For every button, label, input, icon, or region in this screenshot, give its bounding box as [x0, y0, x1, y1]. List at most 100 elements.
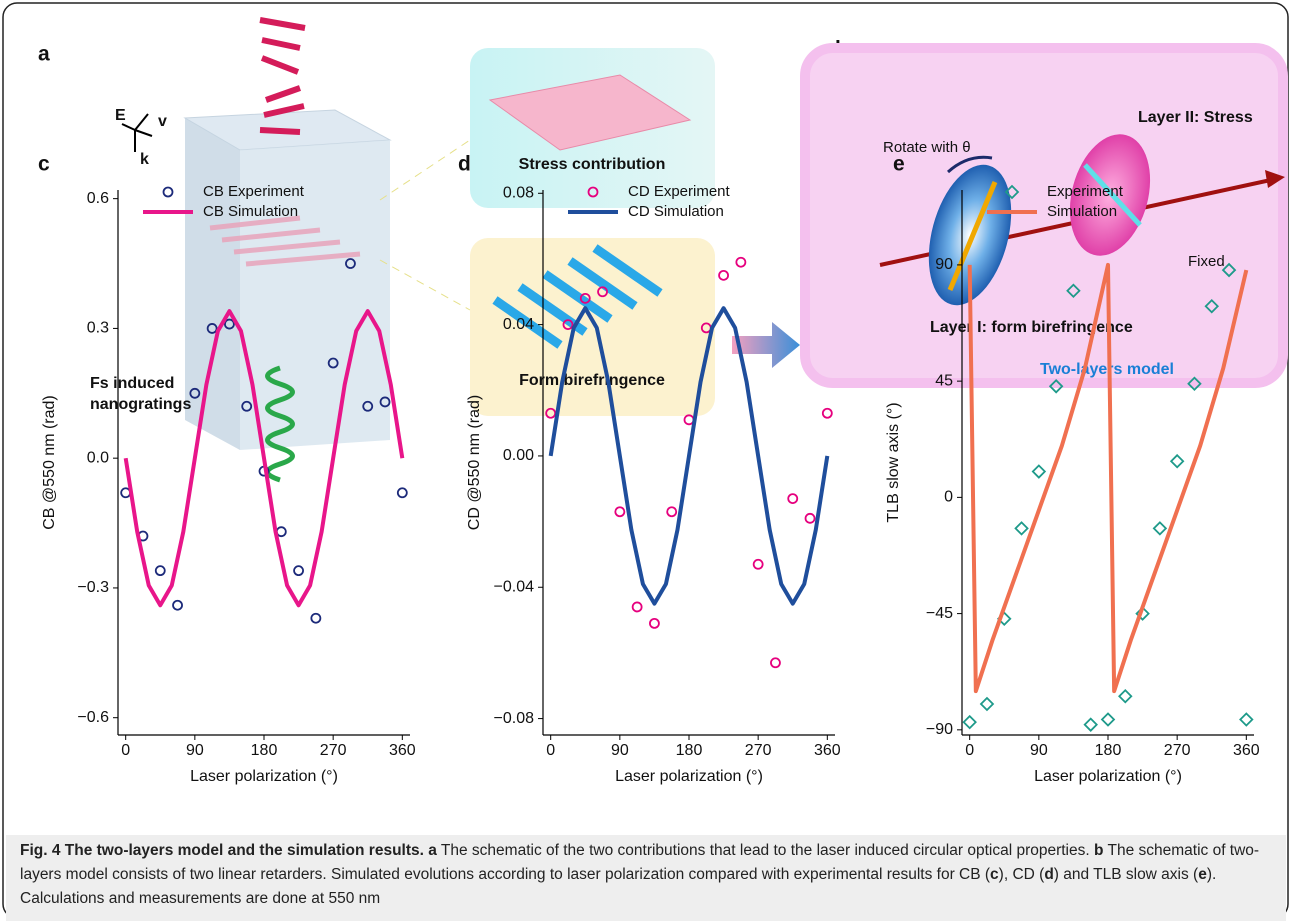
leader: [379, 259, 471, 311]
legend-marker: [1004, 184, 1020, 200]
data-point: [1048, 379, 1064, 394]
data-point: [396, 487, 408, 499]
data-point: [345, 258, 356, 269]
data-point: [1204, 298, 1220, 314]
arrow-head: [1265, 170, 1285, 188]
pulse-helix: [259, 17, 306, 135]
data-point: [666, 506, 678, 518]
y-tick-label: 0: [944, 489, 953, 506]
data-point: [1066, 283, 1081, 299]
axis-arrow: [1083, 163, 1142, 227]
x-tick-label: 0: [965, 742, 974, 759]
y-axis-label: CD @550 nm (rad): [466, 395, 483, 530]
y-tick-label: 0.04: [503, 316, 534, 333]
data-point: [327, 357, 339, 369]
data-point: [1239, 712, 1254, 727]
label: Two-layers model: [1040, 361, 1174, 378]
data-point: [770, 657, 781, 669]
data-point: [154, 565, 166, 577]
panel-label: d: [458, 153, 471, 176]
caption-text: ). Calculations and measurements are don…: [20, 866, 1217, 907]
caption-ref: c: [990, 866, 999, 883]
data-point: [1187, 376, 1202, 391]
nanogratings: [209, 215, 361, 267]
data-point: [379, 396, 391, 408]
data-point: [614, 506, 626, 518]
stress-pattern: [488, 74, 692, 151]
laser-wave: [265, 365, 295, 483]
data-point: [172, 599, 183, 611]
data-point: [631, 601, 643, 613]
y-tick-label: −0.3: [77, 579, 109, 596]
y-tick-label: −0.04: [494, 578, 535, 595]
caption-ref: a: [428, 842, 437, 859]
caption-ref: d: [1044, 866, 1054, 883]
data-point: [1135, 606, 1150, 621]
panel-label: a: [38, 43, 50, 66]
data-point: [310, 612, 322, 624]
caption-text: The schematic of the two contributions t…: [436, 842, 1094, 859]
label: Layer I: form birefringence: [930, 319, 1133, 336]
y-tick-label: −0.08: [494, 710, 535, 727]
data-point: [1083, 717, 1098, 732]
x-tick-label: 270: [1164, 742, 1191, 759]
axis-arrow: [947, 181, 998, 291]
x-tick-label: 270: [745, 742, 772, 759]
label: Rotate with θ: [883, 139, 971, 156]
x-tick-label: 180: [251, 742, 278, 759]
caption-text: The schematic of two-layers model consis…: [20, 842, 1260, 883]
legend-label: CD Experiment: [628, 183, 731, 200]
data-point: [1169, 453, 1185, 469]
axis-label: E: [115, 107, 126, 124]
label: Fs induced: [90, 375, 174, 392]
data-point: [735, 256, 747, 268]
x-tick-label: 360: [814, 742, 841, 759]
y-tick-label: 90: [935, 256, 953, 273]
legend-label: Simulation: [1047, 203, 1117, 220]
data-point: [962, 714, 977, 730]
legend-label: Experiment: [1047, 183, 1124, 200]
form-box: [470, 238, 715, 416]
data-point: [718, 269, 729, 281]
data-point: [579, 292, 591, 304]
data-point: [1014, 521, 1029, 536]
data-point: [562, 319, 574, 331]
data-point: [979, 696, 995, 712]
x-axis-label: Laser polarization (°): [1034, 768, 1182, 785]
form-bars: [492, 244, 663, 349]
leader: [379, 139, 471, 201]
legend-label: CB Simulation: [203, 203, 298, 220]
x-tick-label: 90: [611, 742, 629, 759]
x-tick-label: 90: [186, 742, 204, 759]
axis-label: v: [158, 113, 167, 130]
y-tick-label: 0.08: [503, 185, 534, 202]
data-point: [293, 565, 304, 577]
axis-label: k: [140, 151, 149, 168]
legend-label: CB Experiment: [203, 183, 305, 200]
label: Layer II: Stress: [1138, 109, 1253, 126]
data-point: [1031, 464, 1047, 479]
data-point: [206, 323, 218, 334]
y-tick-label: −90: [926, 721, 953, 738]
y-axis-label: CB @550 nm (rad): [41, 395, 58, 530]
y-tick-label: 0.00: [503, 447, 534, 464]
label: Form birefringence: [519, 372, 665, 389]
x-axis-label: Laser polarization (°): [190, 768, 338, 785]
y-tick-label: −0.6: [77, 709, 109, 726]
cube-front: [240, 140, 390, 450]
panel-label: e: [893, 153, 905, 176]
caption-text: ) and TLB slow axis (: [1053, 866, 1199, 883]
y-tick-label: −45: [926, 605, 953, 622]
legend-marker: [162, 186, 174, 198]
x-axis-label: Laser polarization (°): [615, 768, 763, 785]
label: nanogratings: [90, 396, 191, 413]
caption-title: Fig. 4 The two-layers model and the simu…: [20, 842, 424, 859]
x-tick-label: 360: [389, 742, 416, 759]
y-tick-label: 45: [935, 372, 953, 389]
x-tick-label: 360: [1233, 742, 1260, 759]
data-point: [1118, 688, 1133, 704]
caption: Fig. 4 The two-layers model and the simu…: [6, 835, 1286, 921]
data-point: [1221, 262, 1237, 278]
